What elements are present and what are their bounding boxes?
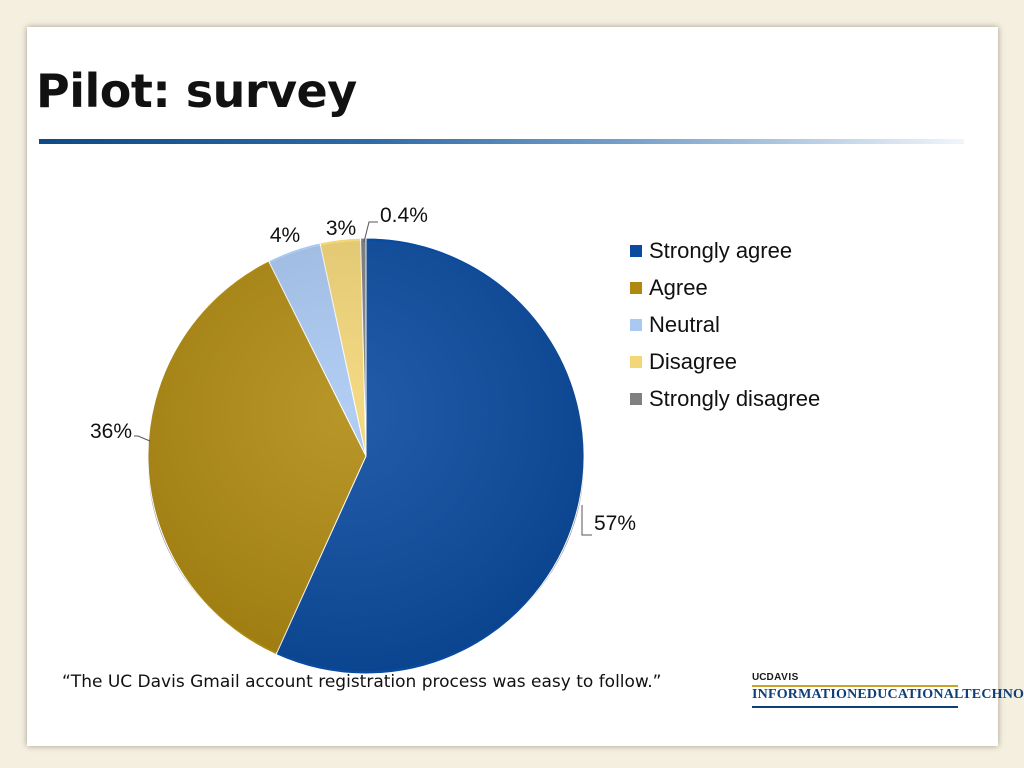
- legend-item-strongly-disagree: Strongly disagree: [630, 380, 820, 417]
- leader-line-strongly-agree: [581, 505, 592, 536]
- logo-rule-top: [752, 685, 958, 687]
- legend-label: Strongly disagree: [649, 385, 821, 411]
- logo-davis: DAVIS: [766, 672, 799, 683]
- title-rule: [39, 139, 964, 144]
- legend-item-neutral: Neutral: [630, 306, 820, 343]
- legend-swatch: [630, 355, 642, 368]
- legend-label: Neutral: [649, 311, 720, 337]
- chart-legend: Strongly agree Agree Neutral Disagree Strong…: [630, 232, 820, 417]
- survey-question-caption: “The UC Davis Gmail account registration…: [62, 672, 662, 692]
- legend-item-agree: Agree: [630, 269, 820, 306]
- slide-title: Pilot: survey: [36, 64, 357, 118]
- legend-swatch: [630, 281, 642, 294]
- legend-swatch: [630, 244, 642, 257]
- leader-line-agree: [134, 435, 151, 442]
- data-label-strongly-disagree: 0.4%: [380, 204, 428, 227]
- legend-swatch: [630, 318, 642, 331]
- legend-item-strongly-agree: Strongly agree: [630, 232, 820, 269]
- data-label-disagree: 3%: [326, 217, 356, 240]
- uc-davis-iet-logo: UCDAVIS INFORMATIONEDUCATIONALTECHNOLOGY: [752, 672, 1024, 712]
- leader-line-strongly-disagree: [363, 221, 378, 243]
- logo-uc: UC: [752, 672, 767, 683]
- logo-rule-bottom: [752, 706, 958, 708]
- logo-wordmark: INFORMATIONEDUCATIONALTECHNOLOGY: [752, 687, 1024, 702]
- legend-label: Strongly agree: [649, 237, 793, 263]
- legend-label: Disagree: [649, 348, 738, 374]
- data-label-strongly-agree: 57%: [594, 512, 636, 535]
- data-label-agree: 36%: [90, 420, 132, 443]
- legend-label: Agree: [649, 274, 708, 300]
- legend-swatch: [630, 392, 642, 405]
- legend-item-disagree: Disagree: [630, 343, 820, 380]
- data-label-neutral: 4%: [270, 224, 300, 247]
